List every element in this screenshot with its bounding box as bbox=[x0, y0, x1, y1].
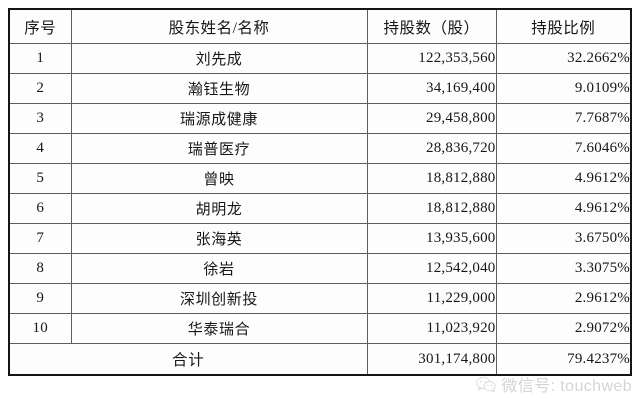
cell-serial-number: 4 bbox=[8, 133, 72, 164]
cell-share-ratio: 3.6750% bbox=[495, 223, 632, 254]
column-header-name: 股东姓名/名称 bbox=[70, 8, 368, 44]
cell-shareholder-name: 深圳创新投 bbox=[70, 283, 368, 314]
column-header-ratio: 持股比例 bbox=[495, 8, 632, 44]
table-total-row: 合计 301,174,800 79.4237% bbox=[8, 343, 632, 376]
cell-shareholder-name: 瑞普医疗 bbox=[70, 133, 368, 164]
wechat-icon bbox=[476, 376, 497, 392]
cell-share-count: 18,812,880 bbox=[366, 163, 497, 194]
cell-share-ratio: 9.0109% bbox=[495, 73, 632, 104]
cell-serial-number: 3 bbox=[8, 103, 72, 134]
cell-total-ratio: 79.4237% bbox=[495, 343, 632, 376]
table-row: 6 胡明龙 18,812,880 4.9612% bbox=[8, 193, 632, 224]
cell-share-count: 122,353,560 bbox=[366, 43, 497, 74]
cell-share-ratio: 3.3075% bbox=[495, 253, 632, 284]
table-row: 3 瑞源成健康 29,458,800 7.7687% bbox=[8, 103, 632, 134]
cell-share-ratio: 4.9612% bbox=[495, 193, 632, 224]
cell-total-shares: 301,174,800 bbox=[366, 343, 497, 376]
table-row: 1 刘先成 122,353,560 32.2662% bbox=[8, 43, 632, 74]
cell-share-count: 11,229,000 bbox=[366, 283, 497, 314]
cell-shareholder-name: 张海英 bbox=[70, 223, 368, 254]
cell-share-ratio: 4.9612% bbox=[495, 163, 632, 194]
column-header-index: 序号 bbox=[8, 8, 72, 44]
cell-share-count: 13,935,600 bbox=[366, 223, 497, 254]
cell-share-ratio: 7.7687% bbox=[495, 103, 632, 134]
cell-share-ratio: 32.2662% bbox=[495, 43, 632, 74]
cell-shareholder-name: 刘先成 bbox=[70, 43, 368, 74]
table-row: 10 华泰瑞合 11,023,920 2.9072% bbox=[8, 313, 632, 344]
cell-serial-number: 10 bbox=[8, 313, 72, 344]
table-row: 8 徐岩 12,542,040 3.3075% bbox=[8, 253, 632, 284]
cell-shareholder-name: 徐岩 bbox=[70, 253, 368, 284]
cell-share-count: 34,169,400 bbox=[366, 73, 497, 104]
cell-serial-number: 6 bbox=[8, 193, 72, 224]
table-row: 2 瀚钰生物 34,169,400 9.0109% bbox=[8, 73, 632, 104]
cell-serial-number: 1 bbox=[8, 43, 72, 74]
cell-share-ratio: 7.6046% bbox=[495, 133, 632, 164]
cell-shareholder-name: 瑞源成健康 bbox=[70, 103, 368, 134]
cell-share-ratio: 2.9072% bbox=[495, 313, 632, 344]
cell-shareholder-name: 曾映 bbox=[70, 163, 368, 194]
table-header-row: 序号 股东姓名/名称 持股数（股） 持股比例 bbox=[8, 8, 632, 44]
cell-total-label: 合计 bbox=[8, 343, 368, 376]
cell-serial-number: 9 bbox=[8, 283, 72, 314]
cell-serial-number: 5 bbox=[8, 163, 72, 194]
cell-shareholder-name: 华泰瑞合 bbox=[70, 313, 368, 344]
cell-share-count: 11,023,920 bbox=[366, 313, 497, 344]
cell-serial-number: 8 bbox=[8, 253, 72, 284]
cell-serial-number: 2 bbox=[8, 73, 72, 104]
table-row: 5 曾映 18,812,880 4.9612% bbox=[8, 163, 632, 194]
cell-serial-number: 7 bbox=[8, 223, 72, 254]
cell-shareholder-name: 胡明龙 bbox=[70, 193, 368, 224]
column-header-shares: 持股数（股） bbox=[366, 8, 497, 44]
shareholder-table: 序号 股东姓名/名称 持股数（股） 持股比例 1 刘先成 122,353,560 32… bbox=[8, 8, 632, 376]
cell-shareholder-name: 瀚钰生物 bbox=[70, 73, 368, 104]
table-row: 4 瑞普医疗 28,836,720 7.6046% bbox=[8, 133, 632, 164]
cell-share-count: 28,836,720 bbox=[366, 133, 497, 164]
cell-share-ratio: 2.9612% bbox=[495, 283, 632, 314]
cell-share-count: 29,458,800 bbox=[366, 103, 497, 134]
table-row: 9 深圳创新投 11,229,000 2.9612% bbox=[8, 283, 632, 314]
table-row: 7 张海英 13,935,600 3.6750% bbox=[8, 223, 632, 254]
cell-share-count: 18,812,880 bbox=[366, 193, 497, 224]
cell-share-count: 12,542,040 bbox=[366, 253, 497, 284]
table-body: 1 刘先成 122,353,560 32.2662% 2 瀚钰生物 34,169,400 9.… bbox=[8, 43, 632, 376]
